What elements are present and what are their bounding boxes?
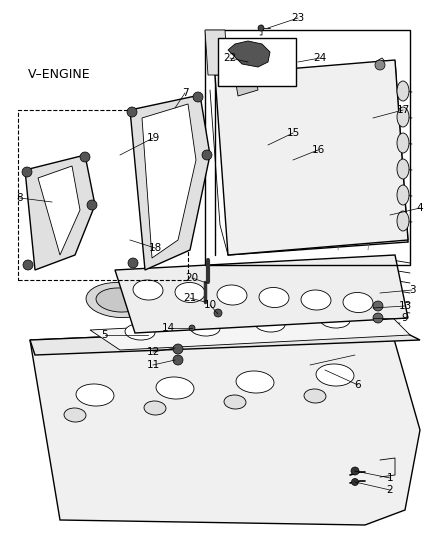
Polygon shape <box>142 104 196 258</box>
Ellipse shape <box>175 282 205 303</box>
Circle shape <box>127 107 137 117</box>
Ellipse shape <box>281 272 349 308</box>
Text: 4: 4 <box>417 203 423 213</box>
Circle shape <box>351 467 359 475</box>
Polygon shape <box>38 166 80 255</box>
Ellipse shape <box>86 282 154 318</box>
Text: 18: 18 <box>148 243 162 253</box>
Ellipse shape <box>343 293 373 312</box>
Text: 19: 19 <box>146 133 159 143</box>
Ellipse shape <box>76 384 114 406</box>
Circle shape <box>23 260 33 270</box>
Polygon shape <box>235 72 258 96</box>
Text: 17: 17 <box>396 105 410 115</box>
Ellipse shape <box>96 288 144 312</box>
Ellipse shape <box>316 364 354 386</box>
Text: 14: 14 <box>161 323 175 333</box>
Circle shape <box>202 150 212 160</box>
Circle shape <box>22 167 32 177</box>
Polygon shape <box>25 155 95 270</box>
Circle shape <box>258 25 264 31</box>
Ellipse shape <box>259 287 289 308</box>
Text: 23: 23 <box>291 13 304 23</box>
Text: 11: 11 <box>146 360 159 370</box>
Circle shape <box>214 309 222 317</box>
Polygon shape <box>30 325 420 355</box>
Ellipse shape <box>236 371 274 393</box>
Text: 7: 7 <box>182 88 188 98</box>
Text: 1: 1 <box>387 473 393 483</box>
Ellipse shape <box>64 408 86 422</box>
Text: 20: 20 <box>185 273 198 283</box>
Text: 2: 2 <box>387 485 393 495</box>
Circle shape <box>173 344 183 354</box>
Circle shape <box>80 152 90 162</box>
Circle shape <box>375 60 385 70</box>
Text: 3: 3 <box>409 285 415 295</box>
Ellipse shape <box>320 312 350 328</box>
Text: 15: 15 <box>286 128 300 138</box>
Ellipse shape <box>304 389 326 403</box>
Circle shape <box>373 313 383 323</box>
Text: 10: 10 <box>203 300 216 310</box>
Ellipse shape <box>397 185 409 205</box>
Text: 6: 6 <box>355 380 361 390</box>
Text: 12: 12 <box>146 347 159 357</box>
Ellipse shape <box>133 280 163 300</box>
Ellipse shape <box>255 316 285 332</box>
Ellipse shape <box>196 283 244 307</box>
Ellipse shape <box>301 290 331 310</box>
Ellipse shape <box>125 324 155 340</box>
Ellipse shape <box>397 133 409 153</box>
Polygon shape <box>30 325 420 525</box>
Text: 13: 13 <box>399 301 412 311</box>
Ellipse shape <box>144 401 166 415</box>
Text: 22: 22 <box>223 53 237 63</box>
Ellipse shape <box>217 285 247 305</box>
Text: 8: 8 <box>17 193 23 203</box>
Bar <box>18 110 188 280</box>
Circle shape <box>352 479 358 486</box>
Polygon shape <box>205 30 228 75</box>
Text: 16: 16 <box>311 145 325 155</box>
Polygon shape <box>130 95 210 270</box>
Ellipse shape <box>156 377 194 399</box>
Bar <box>218 38 296 86</box>
Ellipse shape <box>397 211 409 231</box>
Ellipse shape <box>224 395 246 409</box>
Ellipse shape <box>186 278 254 312</box>
Polygon shape <box>228 41 270 67</box>
Ellipse shape <box>291 278 339 302</box>
Circle shape <box>128 258 138 268</box>
Polygon shape <box>90 315 410 350</box>
Ellipse shape <box>190 320 220 336</box>
Circle shape <box>373 301 383 311</box>
Bar <box>205 30 410 265</box>
Text: 9: 9 <box>402 313 408 323</box>
Circle shape <box>173 355 183 365</box>
Ellipse shape <box>397 107 409 127</box>
Circle shape <box>193 92 203 102</box>
Ellipse shape <box>397 81 409 101</box>
Text: 21: 21 <box>184 293 197 303</box>
Circle shape <box>189 325 195 331</box>
Text: 5: 5 <box>102 330 108 340</box>
Text: V–ENGINE: V–ENGINE <box>28 69 91 82</box>
Circle shape <box>87 200 97 210</box>
Polygon shape <box>115 255 408 333</box>
Polygon shape <box>215 60 408 255</box>
Text: 24: 24 <box>313 53 327 63</box>
Ellipse shape <box>397 159 409 179</box>
